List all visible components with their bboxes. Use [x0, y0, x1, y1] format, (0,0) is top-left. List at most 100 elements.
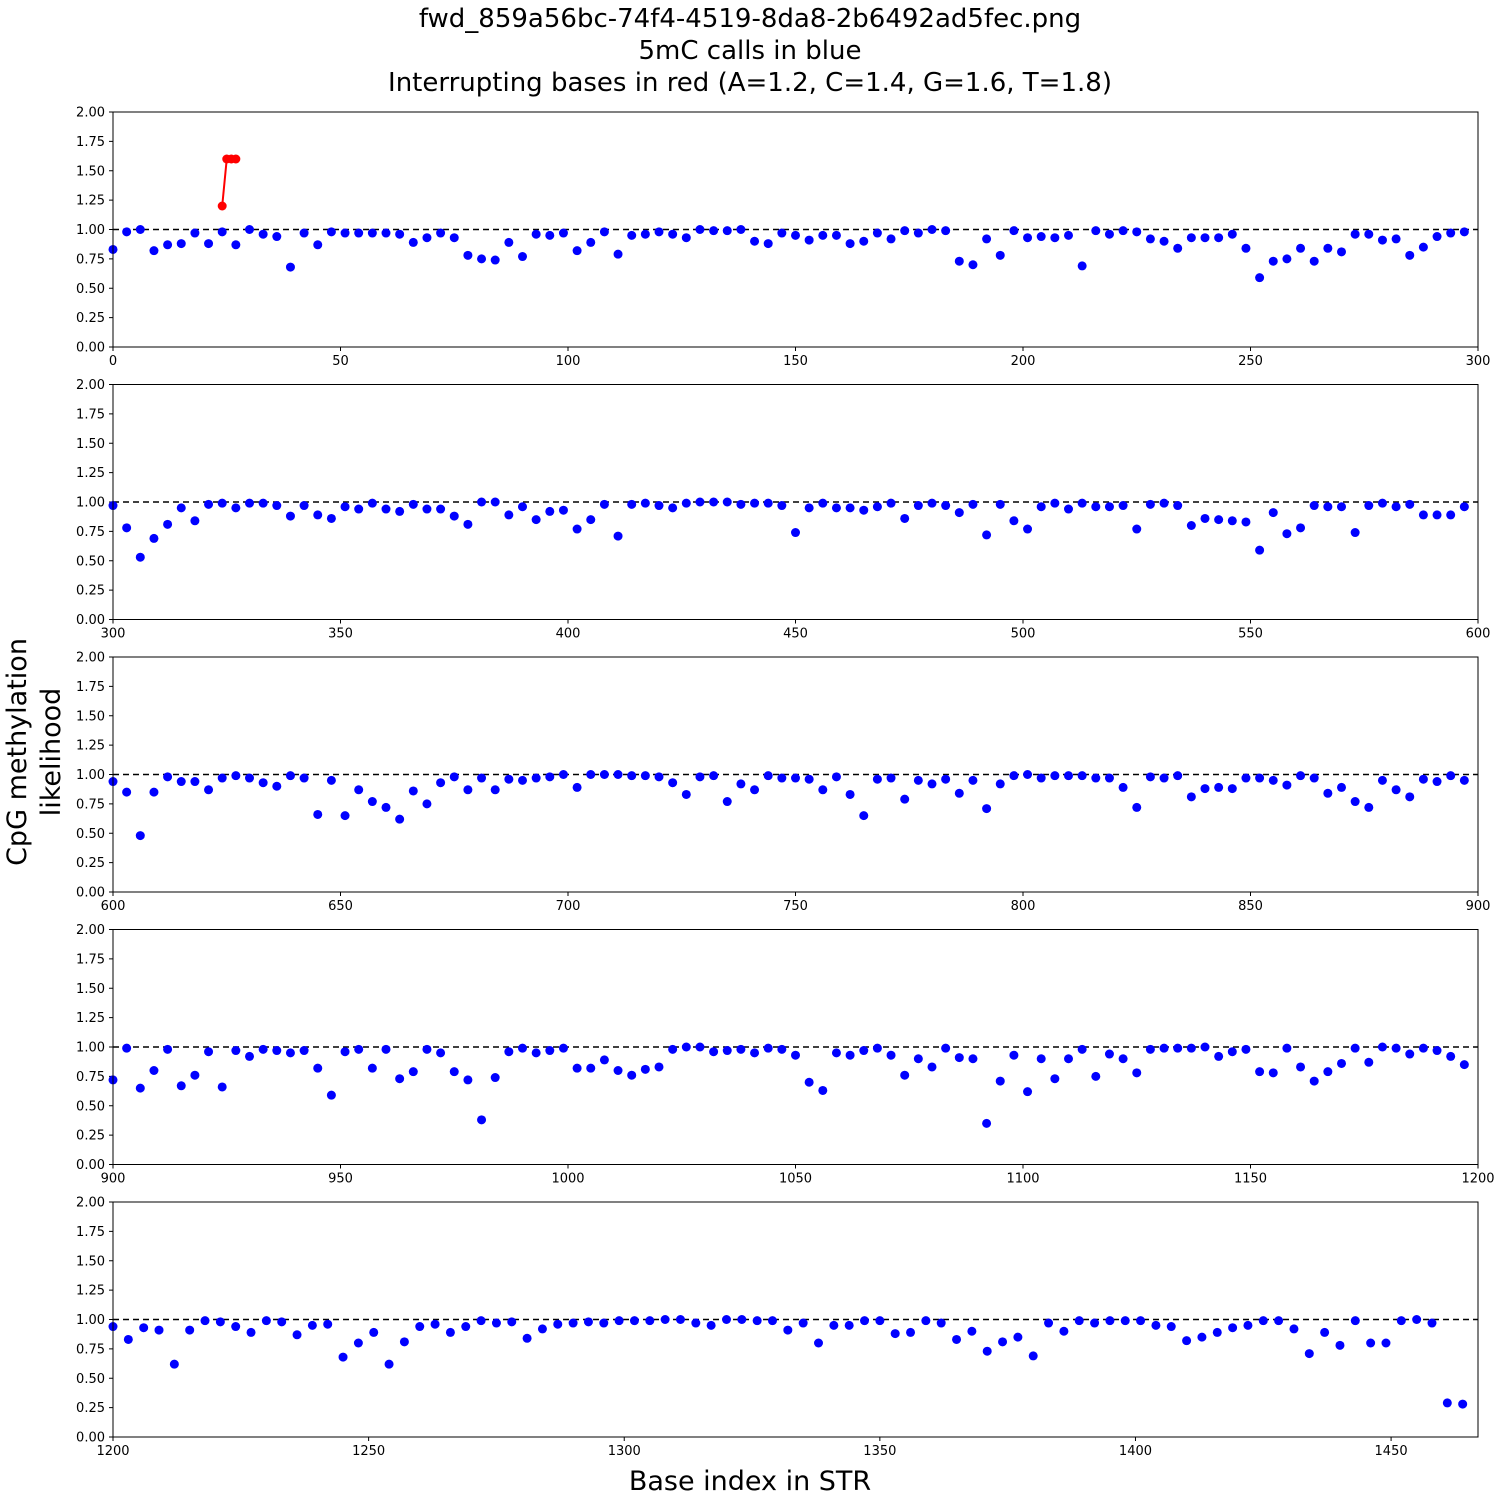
- methylation-point: [558, 1043, 568, 1053]
- methylation-point: [906, 1327, 916, 1337]
- methylation-point: [504, 510, 514, 520]
- methylation-point: [399, 1337, 409, 1347]
- methylation-point: [750, 1048, 760, 1058]
- x-tick-label: 1300: [608, 1444, 641, 1459]
- methylation-point: [1432, 1046, 1442, 1056]
- methylation-point: [340, 1047, 350, 1057]
- methylation-point: [1104, 229, 1114, 239]
- methylation-point: [736, 1044, 746, 1054]
- x-tick-label: 200: [1011, 354, 1036, 369]
- methylation-point: [354, 228, 364, 238]
- methylation-point: [763, 1043, 773, 1053]
- methylation-point: [627, 499, 637, 509]
- methylation-point: [1214, 782, 1224, 792]
- methylation-point: [1446, 510, 1456, 520]
- methylation-point: [1268, 775, 1278, 785]
- methylation-point: [968, 499, 978, 509]
- methylation-point: [1200, 784, 1210, 794]
- methylation-point: [668, 503, 678, 513]
- subplot-1: 0.00 0.25 0.50 0.75 1.00 1.25 1.50 1.75 2.00 0 50 1…: [76, 106, 1490, 370]
- methylation-point: [285, 1048, 295, 1058]
- y-tick-label: 0.50: [76, 1099, 105, 1114]
- methylation-point: [1186, 1043, 1196, 1053]
- methylation-point: [545, 506, 555, 516]
- methylation-point: [804, 235, 814, 245]
- methylation-point: [545, 772, 555, 782]
- methylation-point: [913, 501, 923, 511]
- methylation-point: [599, 770, 609, 779]
- methylation-point: [326, 513, 336, 523]
- methylation-point: [353, 1338, 363, 1348]
- methylation-point: [614, 1316, 624, 1326]
- methylation-point: [285, 262, 295, 272]
- x-tick-label: 1450: [1375, 1444, 1408, 1459]
- methylation-point: [998, 1337, 1008, 1347]
- methylation-point: [1323, 502, 1333, 512]
- methylation-point: [599, 1055, 609, 1065]
- methylation-point: [1458, 1399, 1468, 1409]
- methylation-point: [326, 1090, 336, 1100]
- methylation-point: [872, 1043, 882, 1053]
- methylation-point: [913, 775, 923, 785]
- methylation-point: [231, 1322, 241, 1332]
- methylation-point: [872, 774, 882, 784]
- x-tick-label: 1000: [551, 1172, 584, 1187]
- methylation-point: [668, 229, 678, 239]
- methylation-point: [737, 1315, 747, 1324]
- methylation-point: [1459, 1060, 1469, 1070]
- methylation-point: [660, 1315, 670, 1324]
- methylation-point: [1132, 227, 1142, 237]
- methylation-point: [818, 498, 828, 508]
- methylation-point: [313, 1063, 323, 1073]
- methylation-point: [1200, 513, 1210, 523]
- methylation-point: [217, 498, 227, 508]
- plot-frame: [112, 656, 1479, 893]
- x-tick-label: 450: [783, 627, 808, 642]
- methylation-point: [599, 499, 609, 509]
- methylation-point: [1268, 508, 1278, 518]
- methylation-point: [1337, 1058, 1346, 1068]
- y-tick-label: 1.50: [76, 437, 105, 452]
- methylation-point: [613, 249, 623, 259]
- methylation-point: [299, 228, 309, 238]
- methylation-point: [231, 503, 241, 513]
- methylation-point: [982, 1118, 992, 1128]
- methylation-point: [818, 1085, 828, 1095]
- y-tick-label: 1.00: [76, 1313, 105, 1328]
- y-tick-label: 0.75: [76, 252, 105, 267]
- x-tick-label: 600: [101, 899, 126, 914]
- y-tick-label: 0.00: [76, 341, 105, 356]
- methylation-point: [415, 1322, 425, 1332]
- methylation-point: [1227, 229, 1237, 239]
- methylation-point: [1023, 233, 1033, 243]
- methylation-point: [691, 1318, 701, 1328]
- methylation-point: [190, 1070, 200, 1080]
- methylation-point: [941, 774, 951, 784]
- methylation-point: [1377, 775, 1387, 785]
- methylation-point: [900, 513, 910, 523]
- methylation-point: [1282, 254, 1292, 264]
- subplot-5: 0.00 0.25 0.50 0.75 1.00 1.25 1.50 1.75 2.00 1200…: [76, 1196, 1479, 1459]
- methylation-point: [982, 804, 992, 814]
- methylation-point: [668, 778, 678, 788]
- methylation-point: [217, 227, 227, 237]
- methylation-point: [1446, 771, 1456, 781]
- methylation-point: [927, 225, 937, 234]
- methylation-point: [995, 250, 1005, 260]
- methylation-point: [654, 501, 664, 511]
- methylation-point: [476, 1316, 486, 1326]
- methylation-point: [518, 502, 527, 512]
- methylation-point: [545, 1046, 555, 1056]
- methylation-point: [1268, 1068, 1278, 1078]
- methylation-point: [681, 498, 691, 508]
- methylation-point: [954, 1053, 964, 1063]
- y-tick-label: 2.00: [76, 923, 105, 938]
- methylation-point: [1364, 501, 1374, 511]
- methylation-point: [215, 1317, 225, 1327]
- methylation-point: [1200, 233, 1210, 243]
- methylation-point: [1028, 1351, 1038, 1361]
- x-tick-label: 1150: [1234, 1172, 1267, 1187]
- y-tick-label: 1.00: [76, 1041, 105, 1056]
